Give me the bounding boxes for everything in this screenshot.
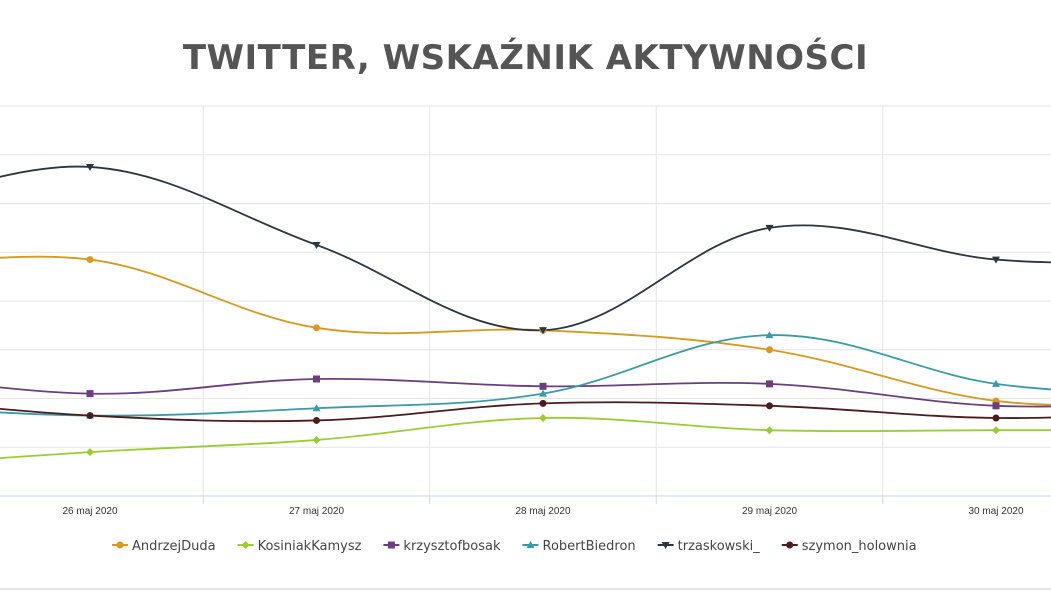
legend-label: krzysztofbosak xyxy=(403,539,501,554)
legend-marker xyxy=(526,541,535,548)
legend-marker xyxy=(786,541,794,549)
x-tick-label: 28 maj 2020 xyxy=(515,506,570,517)
data-point xyxy=(86,448,94,457)
data-point xyxy=(86,163,94,171)
grid xyxy=(0,105,1051,497)
data-point xyxy=(539,382,547,390)
series-line xyxy=(0,165,1051,332)
legend-label: AndrzejDuda xyxy=(132,539,216,554)
data-point xyxy=(86,256,94,264)
series-line xyxy=(0,255,1051,406)
chart-title: TWITTER, WSKAŹNIK AKTYWNOŚCI xyxy=(182,38,869,78)
series-markers xyxy=(86,163,1000,457)
data-point xyxy=(992,426,1000,435)
data-point xyxy=(86,390,94,398)
legend-label: RobertBiedron xyxy=(543,539,636,554)
series-line xyxy=(0,401,1051,423)
data-point xyxy=(992,402,1000,410)
legend-marker xyxy=(661,542,670,549)
legend-item[interactable]: AndrzejDuda xyxy=(112,539,216,554)
data-point xyxy=(313,324,320,332)
data-point xyxy=(86,412,94,420)
series-line xyxy=(0,416,1051,459)
legend-item[interactable]: trzaskowski_ xyxy=(657,539,761,554)
legend-label: trzaskowski_ xyxy=(678,539,761,554)
footer-divider xyxy=(0,588,1051,590)
series-line xyxy=(0,377,1051,408)
data-point xyxy=(312,241,321,249)
legend[interactable]: AndrzejDuda KosiniakKamysz krzysztofbosak R… xyxy=(112,539,917,554)
data-point xyxy=(539,389,547,397)
data-point xyxy=(766,380,773,388)
data-point xyxy=(765,224,774,232)
legend-label: KosiniakKamysz xyxy=(258,539,362,554)
data-point xyxy=(312,435,321,444)
legend-label: szymon_holownia xyxy=(802,539,917,554)
data-point xyxy=(313,416,320,424)
legend-marker xyxy=(387,541,395,549)
legend-item[interactable]: krzysztofbosak xyxy=(383,539,501,554)
data-point xyxy=(992,379,1000,387)
data-point xyxy=(766,346,773,354)
data-point xyxy=(765,426,774,435)
legend-item[interactable]: szymon_holownia xyxy=(781,539,917,554)
data-point xyxy=(312,404,321,412)
series-lines xyxy=(0,165,1051,459)
x-tick-label: 29 maj 2020 xyxy=(742,506,797,517)
data-point xyxy=(539,327,547,335)
x-tick-label: 26 maj 2020 xyxy=(62,506,117,517)
data-point xyxy=(992,256,1000,264)
x-tick-label: 27 maj 2020 xyxy=(289,506,344,517)
data-point xyxy=(539,414,547,422)
legend-item[interactable]: KosiniakKamysz xyxy=(237,539,362,554)
data-point xyxy=(539,399,547,407)
data-point xyxy=(313,375,320,383)
data-point xyxy=(766,402,773,410)
data-point xyxy=(765,331,774,339)
x-axis: 26 maj 2020 27 maj 2020 28 maj 2020 29 maj … xyxy=(0,495,1051,517)
legend-marker xyxy=(116,541,124,549)
data-point xyxy=(992,414,1000,422)
x-tick-label: 30 maj 2020 xyxy=(968,506,1023,517)
legend-marker xyxy=(241,541,250,549)
legend-item[interactable]: RobertBiedron xyxy=(522,539,636,554)
